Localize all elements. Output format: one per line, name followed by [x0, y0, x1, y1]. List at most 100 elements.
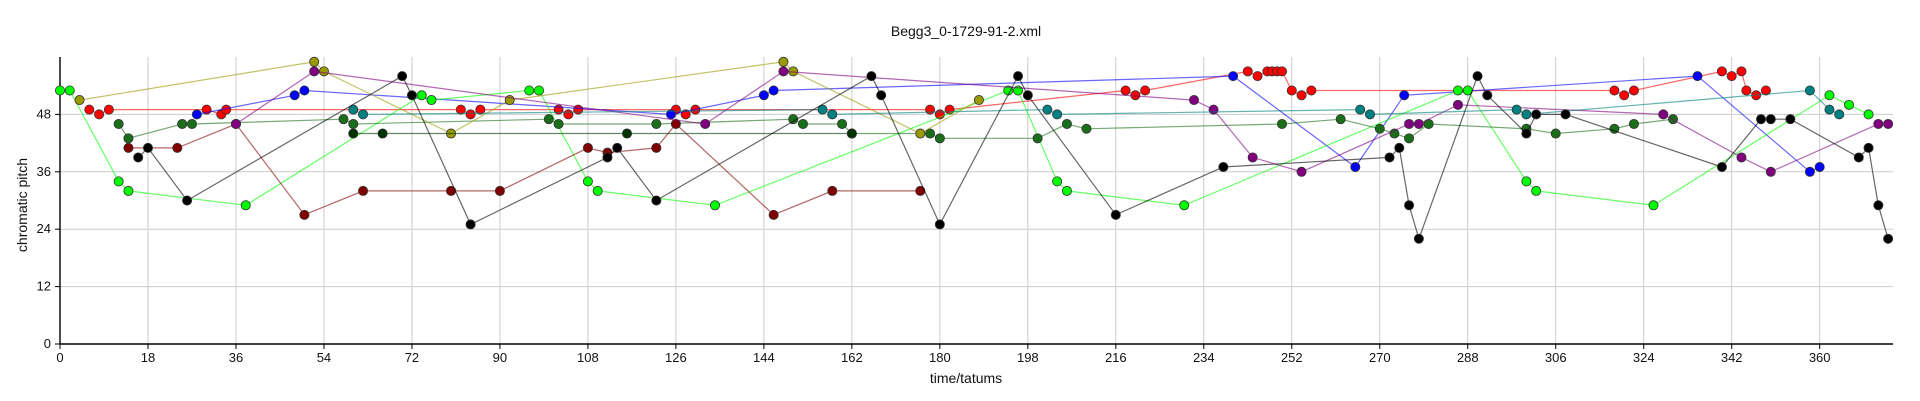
data-point	[1364, 109, 1375, 120]
data-point	[1413, 118, 1424, 129]
data-point	[1511, 104, 1522, 115]
data-point	[84, 104, 95, 115]
data-point	[406, 90, 417, 101]
data-point	[309, 56, 320, 67]
axes: 0 18 36 54 72 90 108 126 144 162 180 198 216 234 252 27…	[37, 57, 1893, 365]
data-point	[1242, 66, 1253, 77]
data-point	[1404, 118, 1415, 129]
data-point	[1726, 71, 1737, 82]
x-tick-label: 234	[1193, 350, 1215, 365]
data-point	[1521, 176, 1532, 187]
y-tick-label: 48	[37, 106, 51, 121]
data-point	[651, 142, 662, 153]
data-point	[1032, 133, 1043, 144]
data-point	[1052, 109, 1063, 120]
data-point	[465, 109, 476, 120]
data-point	[465, 219, 476, 230]
data-point	[348, 128, 359, 139]
data-point	[494, 185, 505, 196]
data-point	[1648, 200, 1659, 211]
data-point	[1355, 104, 1366, 115]
series-layer	[55, 56, 1894, 244]
data-point	[1628, 118, 1639, 129]
data-point	[1760, 85, 1771, 96]
data-point	[973, 95, 984, 106]
data-point	[358, 185, 369, 196]
data-point	[172, 142, 183, 153]
chart-title: Begg3_0-1729-91-2.xml	[891, 23, 1041, 39]
data-point	[1399, 90, 1410, 101]
data-point	[230, 118, 241, 129]
data-point	[1452, 99, 1463, 110]
data-point	[543, 114, 554, 125]
x-tick-label: 54	[317, 350, 331, 365]
data-point	[582, 142, 593, 153]
data-point	[1560, 109, 1571, 120]
data-point	[1296, 90, 1307, 101]
series-line	[128, 123, 921, 216]
data-point	[1042, 104, 1053, 115]
data-point	[1883, 118, 1894, 129]
data-point	[1716, 66, 1727, 77]
data-point	[1247, 152, 1258, 163]
data-point	[534, 85, 545, 96]
data-point	[768, 85, 779, 96]
data-point	[563, 109, 574, 120]
data-point	[1785, 114, 1796, 125]
data-point	[915, 128, 926, 139]
data-point	[1277, 118, 1288, 129]
data-point	[1692, 71, 1703, 82]
data-point	[1189, 95, 1200, 106]
data-point	[846, 128, 857, 139]
data-point	[299, 209, 310, 220]
data-point	[123, 133, 134, 144]
x-tick-label: 162	[841, 350, 863, 365]
data-point	[1218, 162, 1229, 173]
data-point	[827, 185, 838, 196]
data-point	[113, 176, 124, 187]
data-point	[1756, 114, 1767, 125]
data-point	[827, 109, 838, 120]
series-group	[191, 71, 1825, 177]
data-point	[1863, 109, 1874, 120]
data-point	[582, 176, 593, 187]
data-point	[182, 195, 193, 206]
x-tick-label: 36	[229, 350, 243, 365]
data-point	[524, 85, 535, 96]
x-tick-label: 288	[1457, 350, 1479, 365]
data-point	[1521, 128, 1532, 139]
data-point	[1022, 90, 1033, 101]
data-point	[1413, 233, 1424, 244]
data-point	[1883, 233, 1894, 244]
x-tick-label: 90	[493, 350, 507, 365]
data-point	[934, 219, 945, 230]
data-point	[1472, 71, 1483, 82]
data-point	[1824, 104, 1835, 115]
data-point	[1765, 114, 1776, 125]
data-point	[1531, 185, 1542, 196]
series-line	[137, 74, 1889, 241]
y-tick-label: 24	[37, 221, 51, 236]
data-point	[1404, 133, 1415, 144]
data-point	[1252, 71, 1263, 82]
data-point	[1804, 85, 1815, 96]
y-tick-label: 0	[44, 336, 51, 351]
data-point	[191, 109, 202, 120]
data-point	[622, 128, 633, 139]
x-tick-label: 126	[665, 350, 687, 365]
series-group	[123, 118, 926, 220]
data-point	[397, 71, 408, 82]
data-point	[1765, 166, 1776, 177]
data-point	[299, 85, 310, 96]
data-point	[670, 118, 681, 129]
data-point	[1179, 200, 1190, 211]
series-group	[55, 85, 1874, 211]
data-point	[1619, 90, 1630, 101]
data-point	[133, 152, 144, 163]
data-point	[123, 142, 134, 153]
data-point	[1140, 85, 1151, 96]
data-point	[123, 185, 134, 196]
data-point	[1824, 90, 1835, 101]
data-point	[1804, 166, 1815, 177]
